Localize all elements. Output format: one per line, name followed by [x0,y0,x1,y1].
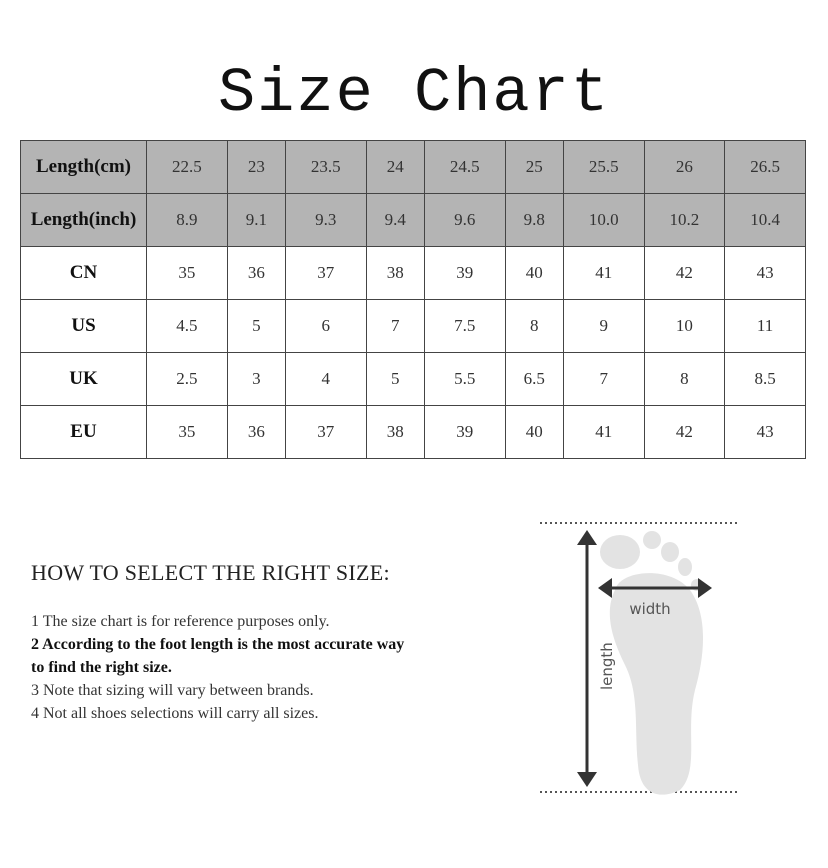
table-cell: 36 [226,405,286,459]
table-cell: 37 [284,405,367,459]
table-cell: 8.9 [146,193,228,247]
row-header: US [20,299,147,353]
table-cell: 10.2 [643,193,726,247]
foot-icon [600,531,704,795]
table-cell: 2.5 [146,352,228,406]
tip-item: 3 Note that sizing will vary between bra… [31,682,314,699]
table-row: EU 35 36 37 38 39 40 41 42 43 [20,405,806,459]
table-cell: 9.8 [504,193,564,247]
table-row: Length(inch) 8.9 9.1 9.3 9.4 9.6 9.8 10.0 10.2 10… [20,193,806,247]
table-row: UK 2.5 3 4 5 5.5 6.5 7 8 8.5 [20,352,806,406]
table-cell: 26 [643,140,726,194]
table-cell: 25 [504,140,564,194]
table-cell: 41 [562,246,645,300]
table-cell: 5.5 [423,352,506,406]
width-arrow [598,578,712,598]
row-header: Length(cm) [20,140,147,194]
tips-list: 1 The size chart is for reference purpos… [31,610,411,725]
table-cell: 4.5 [146,299,228,353]
table-cell: 9.1 [226,193,286,247]
row-header: Length(inch) [20,193,147,247]
table-cell: 5 [365,352,425,406]
table-cell: 7 [365,299,425,353]
table-cell: 9.4 [365,193,425,247]
table-cell: 8 [643,352,726,406]
table-cell: 39 [423,405,506,459]
length-arrow [577,530,597,787]
table-cell: 24 [365,140,425,194]
table-cell: 38 [365,246,425,300]
tip-item: 1 The size chart is for reference purpos… [31,613,330,630]
table-row: US 4.5 5 6 7 7.5 8 9 10 11 [20,299,806,353]
table-cell: 41 [562,405,645,459]
table-cell: 24.5 [423,140,506,194]
table-cell: 38 [365,405,425,459]
table-cell: 9.6 [423,193,506,247]
table-cell: 42 [643,405,726,459]
table-cell: 11 [724,299,806,353]
length-label: length [598,642,616,690]
table-cell: 7 [562,352,645,406]
table-cell: 36 [226,246,286,300]
table-cell: 40 [504,246,564,300]
table-row: CN 35 36 37 38 39 40 41 42 43 [20,246,806,300]
table-cell: 35 [146,405,228,459]
table-cell: 9 [562,299,645,353]
table-cell: 40 [504,405,564,459]
tip-item: 2 According to the foot length is the mo… [31,636,405,676]
row-header: UK [20,352,147,406]
table-cell: 7.5 [423,299,506,353]
table-cell: 10.0 [562,193,645,247]
table-cell: 3 [226,352,286,406]
table-cell: 10 [643,299,726,353]
table-cell: 25.5 [562,140,645,194]
row-header: EU [20,405,147,459]
table-cell: 9.3 [284,193,367,247]
table-cell: 43 [724,246,806,300]
table-cell: 39 [423,246,506,300]
table-cell: 23.5 [284,140,367,194]
table-cell: 6.5 [504,352,564,406]
width-label: width [629,600,670,618]
table-cell: 10.4 [724,193,806,247]
table-row: Length(cm) 22.5 23 23.5 24 24.5 25 25.5 26 26.5 [20,140,806,194]
table-cell: 23 [226,140,286,194]
size-table: Length(cm) 22.5 23 23.5 24 24.5 25 25.5 26 26.5 Le… [20,140,806,459]
table-cell: 26.5 [724,140,806,194]
table-cell: 22.5 [146,140,228,194]
page-title: Size Chart [217,58,611,129]
table-cell: 35 [146,246,228,300]
table-cell: 43 [724,405,806,459]
table-cell: 5 [226,299,286,353]
table-cell: 42 [643,246,726,300]
table-cell: 8 [504,299,564,353]
howto-heading: HOW TO SELECT THE RIGHT SIZE: [31,560,390,585]
foot-diagram: width length [540,522,740,795]
tip-item: 4 Not all shoes selections will carry al… [31,705,319,722]
table-cell: 6 [284,299,367,353]
table-cell: 37 [284,246,367,300]
table-cell: 4 [284,352,367,406]
row-header: CN [20,246,147,300]
table-cell: 8.5 [724,352,806,406]
